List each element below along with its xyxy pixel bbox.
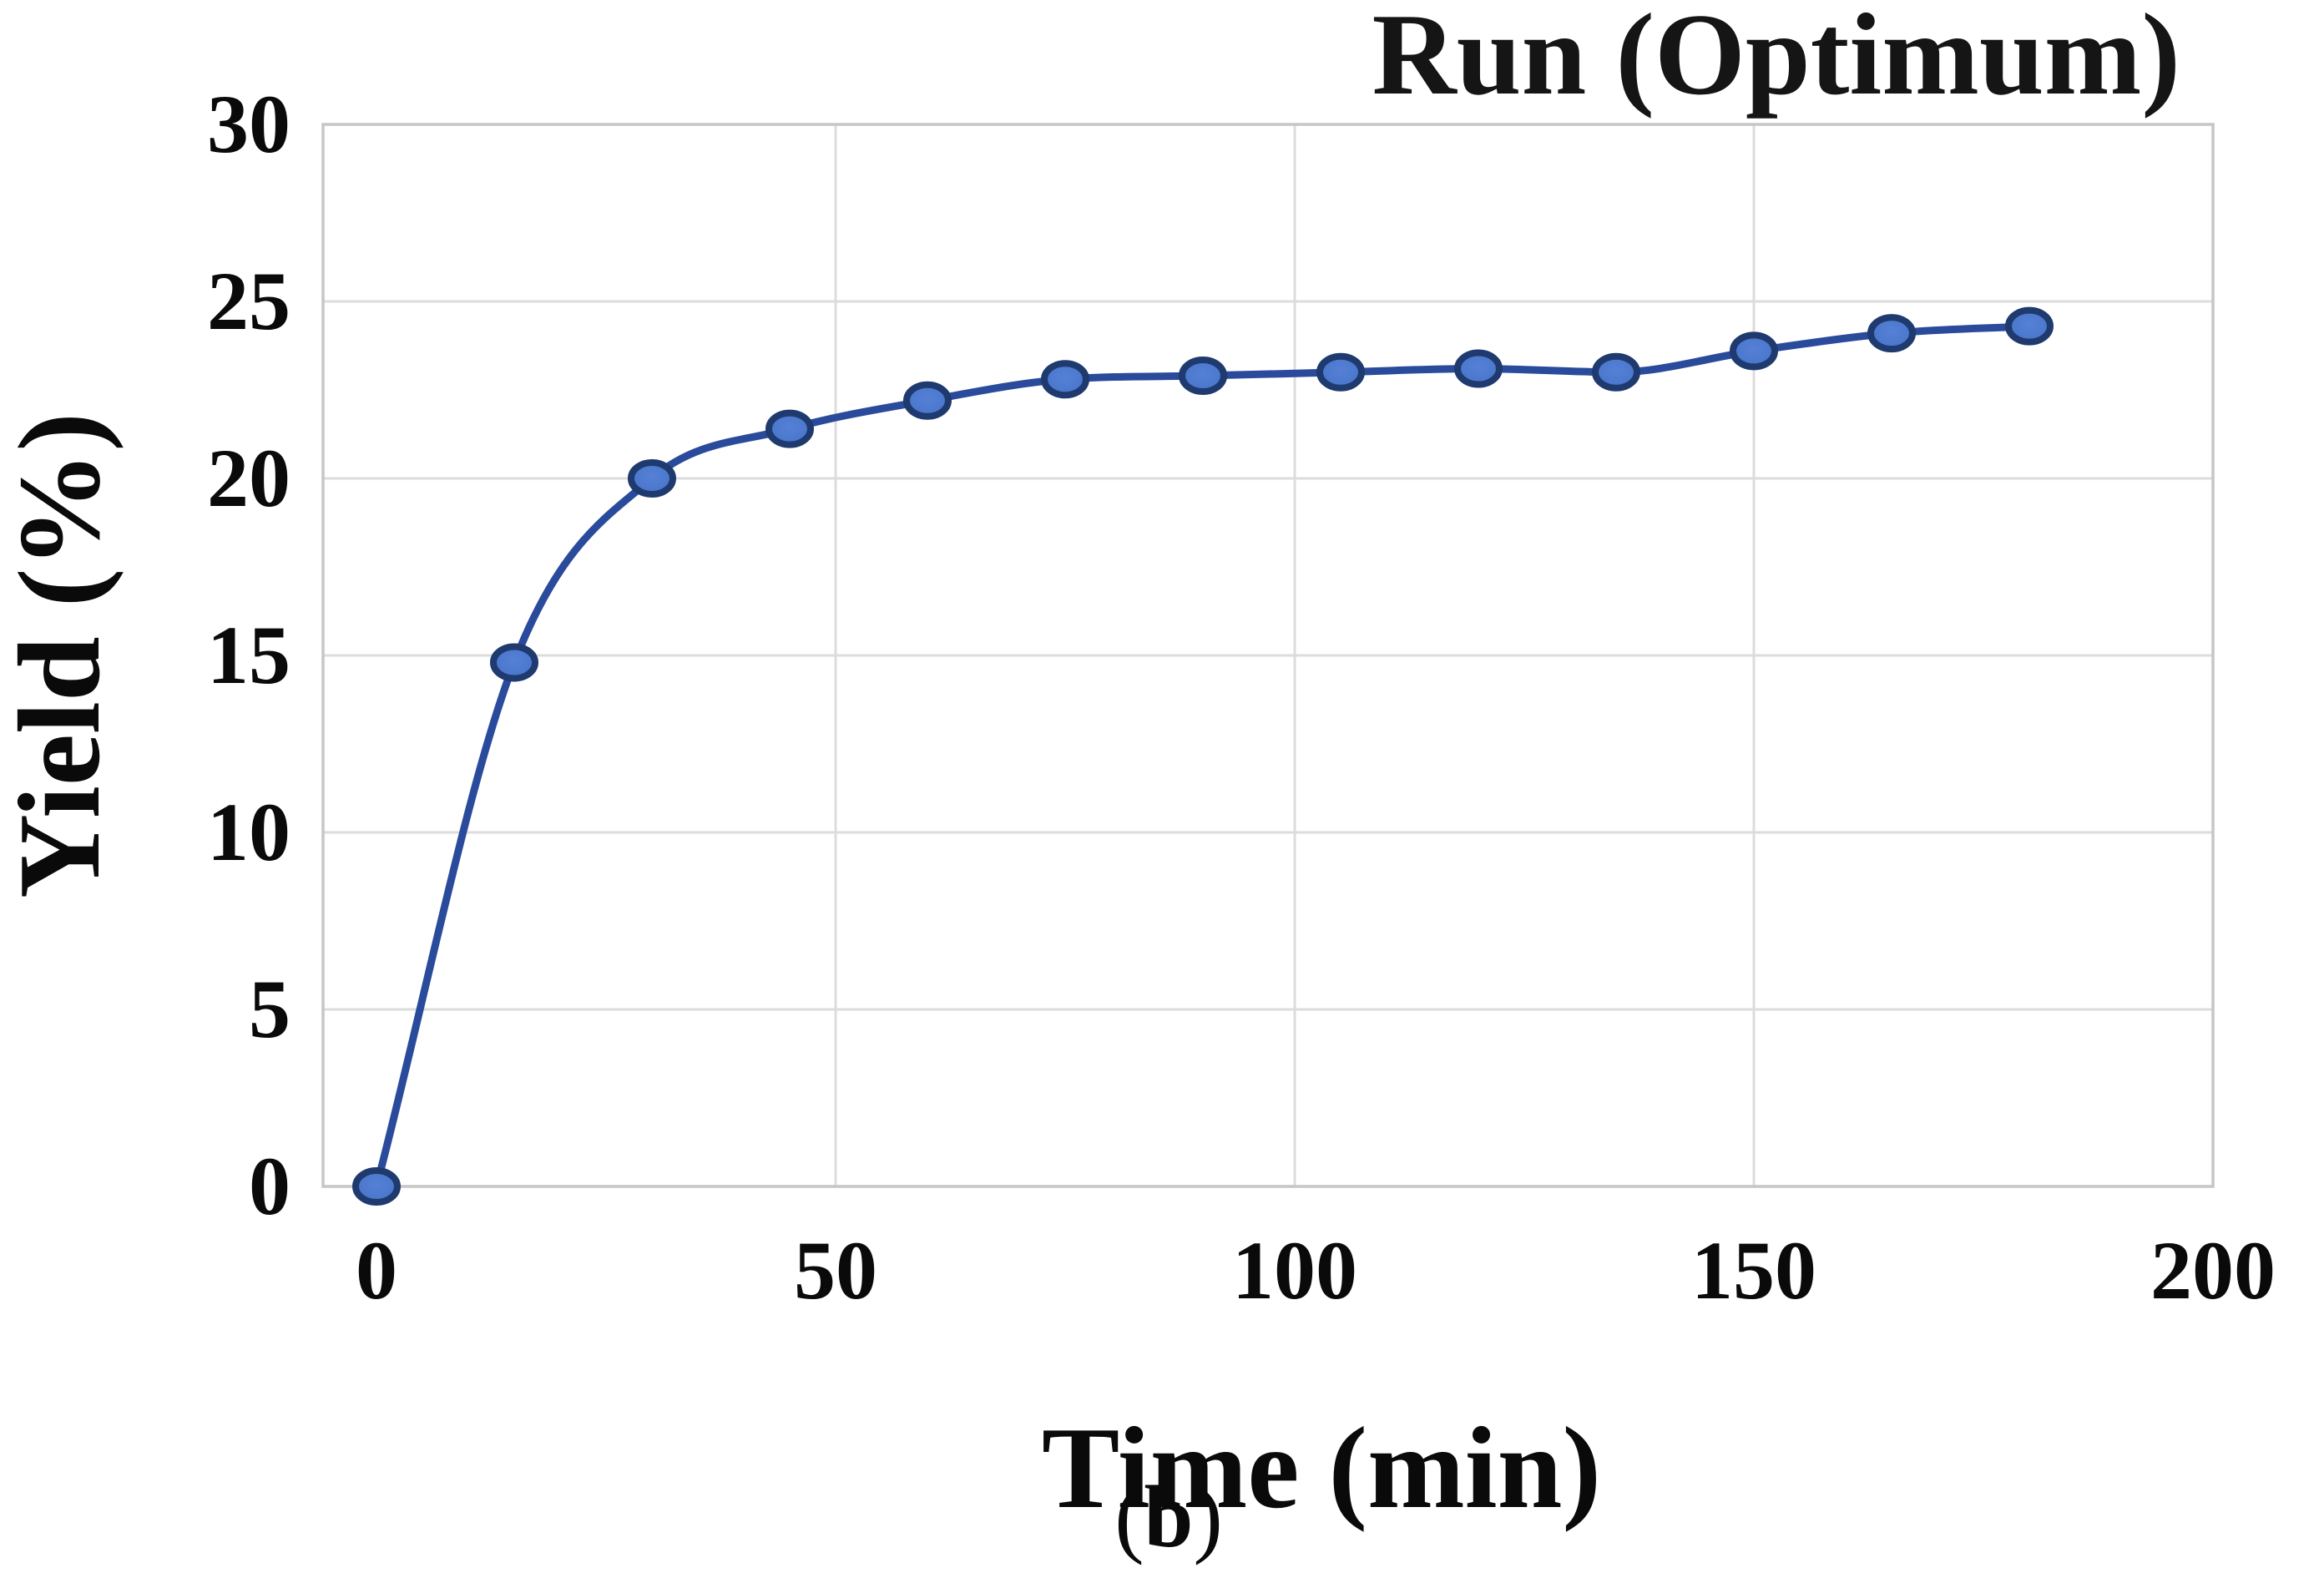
x-tick-label: 50 (794, 1224, 877, 1317)
x-tick-label: 0 (356, 1224, 397, 1317)
caption-letter: b (1144, 1468, 1194, 1565)
data-point (765, 409, 814, 448)
chart-title: Run (Optimum) (1372, 0, 2180, 119)
y-tick-label: 10 (207, 786, 290, 878)
data-point (2005, 306, 2054, 346)
caption-close-paren: ) (1193, 1468, 1222, 1565)
y-tick-label: 15 (207, 609, 290, 701)
data-point (1179, 357, 1227, 396)
x-tick-label: 150 (1691, 1224, 1816, 1317)
y-tick-label: 30 (207, 78, 290, 170)
data-point (352, 1167, 401, 1206)
x-axis-title: Time (min) (1042, 1404, 1601, 1533)
y-tick-label: 25 (207, 255, 290, 347)
y-tick-label: 5 (249, 963, 290, 1055)
data-point (1041, 360, 1089, 399)
data-point (1316, 352, 1365, 392)
data-point (1730, 331, 1778, 371)
data-point (490, 643, 538, 682)
series-line (372, 322, 2034, 1191)
x-tick-label: 100 (1232, 1224, 1357, 1317)
caption-open-paren: ( (1114, 1468, 1144, 1565)
data-point (1454, 349, 1503, 388)
plot-border (321, 123, 2215, 1188)
y-tick-label: 20 (207, 432, 290, 524)
data-point (1592, 352, 1640, 392)
y-tick-label: 0 (249, 1140, 290, 1232)
data-point (903, 381, 952, 420)
plot-area: 0 5 10 15 20 25 30 0 50 100 150 200 (207, 78, 2276, 1317)
data-point (628, 459, 676, 498)
x-tick-label: 200 (2150, 1224, 2276, 1317)
data-point (1867, 314, 1916, 353)
figure-caption: (b) (1114, 1468, 1223, 1565)
y-axis-title: Yield (%) (0, 412, 124, 898)
